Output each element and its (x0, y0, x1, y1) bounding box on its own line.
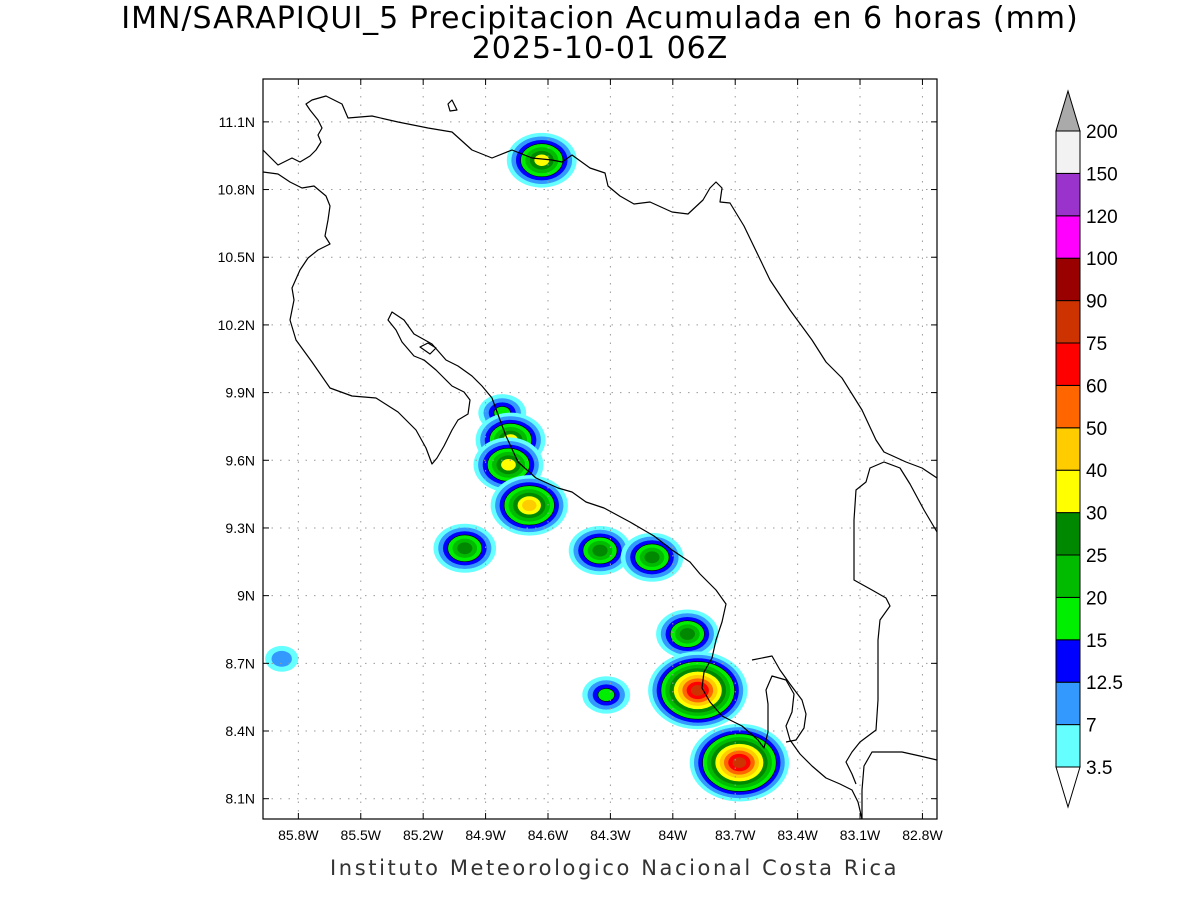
precipitation-field (265, 132, 790, 802)
precip-contour (679, 628, 695, 640)
colorbar-level-label: 75 (1086, 334, 1107, 355)
lon-tick-label: 84.3W (590, 827, 631, 843)
precip-contour (644, 551, 660, 564)
colorbar-level-label: 7 (1086, 716, 1097, 737)
panama-border (845, 461, 937, 785)
precip-cell (568, 526, 632, 576)
precip-cell (582, 676, 631, 714)
costa-rica-nicaragua-coastline (263, 95, 937, 479)
pacific-coastline (263, 171, 863, 819)
colorbar-level-label: 12.5 (1086, 673, 1123, 694)
precip-contour (457, 542, 473, 555)
colorbar-level-label: 120 (1086, 207, 1118, 228)
colorbar-under-triangle (1055, 766, 1081, 809)
precip-cell (490, 475, 568, 536)
colorbar-level-label: 3.5 (1086, 758, 1112, 779)
precip-cell (506, 132, 577, 188)
coastlines (263, 95, 937, 819)
lon-tick-label: 85.5W (341, 827, 382, 843)
colorbar-level-label: 100 (1086, 249, 1118, 270)
lat-tick-label: 8.1N (225, 791, 255, 807)
lon-tick-label: 82.8W (902, 827, 943, 843)
axis-ticks: 85.8W 85.5W 85.2W 84.9W 84.6W 84.3W 84W 83.7W 83… (218, 79, 943, 843)
colorbar-box (1055, 724, 1081, 768)
lon-tick-label: 83.1W (840, 827, 881, 843)
colorbar-level-label: 60 (1086, 376, 1107, 397)
colorbar-box (1055, 257, 1081, 302)
lon-tick-label: 83.4W (777, 827, 818, 843)
precip-cell (265, 645, 299, 672)
precip-contour (592, 544, 608, 557)
lat-tick-label: 9.3N (225, 520, 255, 536)
precip-contour (501, 459, 516, 471)
map-frame (262, 78, 938, 820)
lon-tick-label: 85.2W (403, 827, 444, 843)
colorbar-box (1055, 554, 1081, 598)
colorbar-box (1055, 512, 1081, 556)
colorbar-box (1055, 215, 1081, 259)
colorbar-box (1055, 384, 1081, 429)
precip-contour (522, 499, 537, 512)
colorbar-level-label: 200 (1086, 122, 1118, 143)
map-title: IMN/SARAPIQUI_5 Precipitacion Acumulada … (121, 1, 1079, 36)
lon-tick-label: 84W (658, 827, 688, 843)
colorbar-level-label: 90 (1086, 292, 1107, 313)
precip-cell (656, 609, 719, 659)
lat-tick-label: 9.6N (225, 452, 255, 468)
precip-contour (271, 650, 292, 667)
map-valid-time: 2025-10-01 06Z (471, 31, 729, 66)
colorbar-level-label: 50 (1086, 419, 1107, 440)
precip-contour (690, 685, 705, 696)
chiriqui-coastline (861, 751, 937, 819)
lon-tick-label: 84.6W (528, 827, 569, 843)
colorbar: 3.5 7 12.5 15 20 25 30 40 50 60 75 90 100 120 150 200 (1055, 89, 1123, 809)
colorbar-box (1055, 681, 1081, 726)
precip-contour (732, 757, 747, 768)
precip-cell (648, 651, 748, 730)
colorbar-over-triangle (1055, 89, 1081, 132)
colorbar-box (1055, 596, 1081, 641)
colorbar-level-label: 20 (1086, 588, 1107, 609)
lat-tick-label: 8.7N (225, 655, 255, 671)
precip-cell (620, 532, 684, 582)
lat-tick-label: 10.5N (218, 249, 255, 265)
lon-tick-label: 84.9W (465, 827, 506, 843)
colorbar-box (1055, 469, 1081, 514)
lat-tick-label: 10.2N (218, 317, 255, 333)
precip-contour (534, 154, 550, 166)
precip-cell (689, 723, 790, 802)
colorbar-box (1055, 639, 1081, 683)
lat-tick-label: 8.4N (225, 723, 255, 739)
lat-lon-grid (263, 79, 937, 819)
colorbar-level-label: 30 (1086, 504, 1107, 525)
lake-nicaragua-islet (447, 99, 458, 112)
lat-tick-label: 9.9N (225, 385, 255, 401)
lon-tick-label: 83.7W (715, 827, 756, 843)
footer-credit: Instituto Meteorologico Nacional Costa R… (330, 856, 900, 880)
colorbar-level-label: 40 (1086, 461, 1107, 482)
precip-contour (597, 688, 615, 702)
colorbar-box (1055, 172, 1081, 217)
colorbar-level-label: 15 (1086, 631, 1107, 652)
nicoya-gulf-islet (419, 342, 437, 355)
lat-tick-label: 9N (237, 588, 255, 604)
colorbar-box (1055, 427, 1081, 471)
colorbar-box (1055, 342, 1081, 386)
colorbar-level-label: 150 (1086, 164, 1118, 185)
lon-tick-label: 85.8W (278, 827, 319, 843)
precip-cell (433, 523, 497, 573)
osa-peninsula-coast (751, 655, 807, 743)
lat-tick-label: 11.1N (219, 114, 255, 130)
colorbar-box (1055, 300, 1081, 344)
colorbar-box (1055, 130, 1081, 174)
lat-tick-label: 10.8N (218, 182, 255, 198)
colorbar-level-label: 25 (1086, 546, 1107, 567)
